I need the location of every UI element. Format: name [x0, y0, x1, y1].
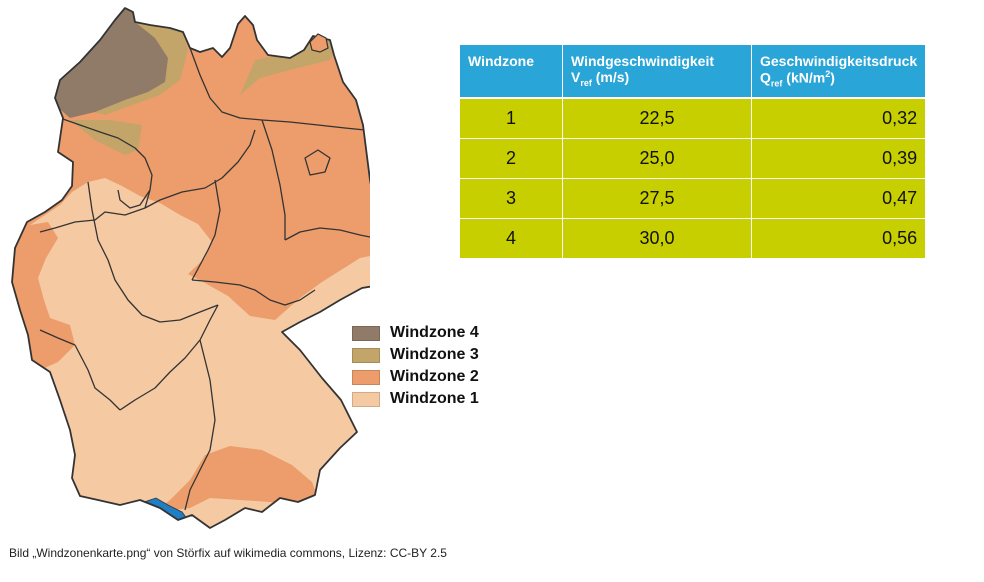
cell-pressure: 0,56	[751, 218, 926, 258]
legend-item-zone1: Windzone 1	[352, 388, 479, 410]
header-windzone: Windzone	[460, 45, 563, 99]
cell-pressure: 0,32	[751, 97, 926, 139]
ruegen-island	[309, 33, 329, 53]
legend-swatch-zone1	[352, 391, 380, 407]
legend-label-zone2: Windzone 2	[390, 368, 479, 385]
cell-speed: 27,5	[562, 178, 752, 219]
cell-pressure: 0,39	[751, 138, 926, 179]
germany-outline	[11, 7, 370, 529]
cell-speed: 30,0	[562, 218, 752, 258]
header-windgeschwindigkeit: Windgeschwindigkeit Vref (m/s)	[562, 45, 752, 99]
cell-zone: 4	[460, 218, 563, 258]
map-legend: Windzone 4 Windzone 3 Windzone 2 Windzon…	[352, 322, 479, 410]
cell-zone: 2	[460, 138, 563, 179]
cell-speed: 22,5	[562, 97, 752, 139]
legend-swatch-zone2	[352, 369, 380, 385]
state-borders	[39, 47, 370, 511]
cell-zone: 1	[460, 97, 563, 139]
table-row: 2 25,0 0,39	[460, 138, 926, 179]
legend-label-zone4: Windzone 4	[390, 324, 479, 341]
table-row: 3 27,5 0,47	[460, 178, 926, 219]
cell-pressure: 0,47	[751, 178, 926, 219]
legend-label-zone1: Windzone 1	[390, 390, 479, 407]
table-row: 1 22,5 0,32	[460, 97, 926, 139]
image-credit-caption: Bild „Windzonenkarte.png“ von Störfix au…	[9, 546, 447, 560]
table-row: 4 30,0 0,56	[460, 218, 926, 258]
legend-label-zone3: Windzone 3	[390, 346, 479, 363]
cell-zone: 3	[460, 178, 563, 219]
header-geschwindigkeitsdruck: Geschwindigkeitsdruck Qref (kN/m2)	[751, 45, 926, 99]
legend-swatch-zone3	[352, 347, 380, 363]
legend-swatch-zone4	[352, 325, 380, 341]
cell-speed: 25,0	[562, 138, 752, 179]
legend-item-zone3: Windzone 3	[352, 344, 479, 366]
legend-item-zone2: Windzone 2	[352, 366, 479, 388]
windzone-table: Windzone Windgeschwindigkeit Vref (m/s) …	[460, 45, 926, 258]
legend-item-zone4: Windzone 4	[352, 322, 479, 344]
windzone-map	[11, 7, 370, 529]
table-header-row: Windzone Windgeschwindigkeit Vref (m/s) …	[460, 45, 926, 99]
zone2-area-south	[155, 446, 318, 512]
